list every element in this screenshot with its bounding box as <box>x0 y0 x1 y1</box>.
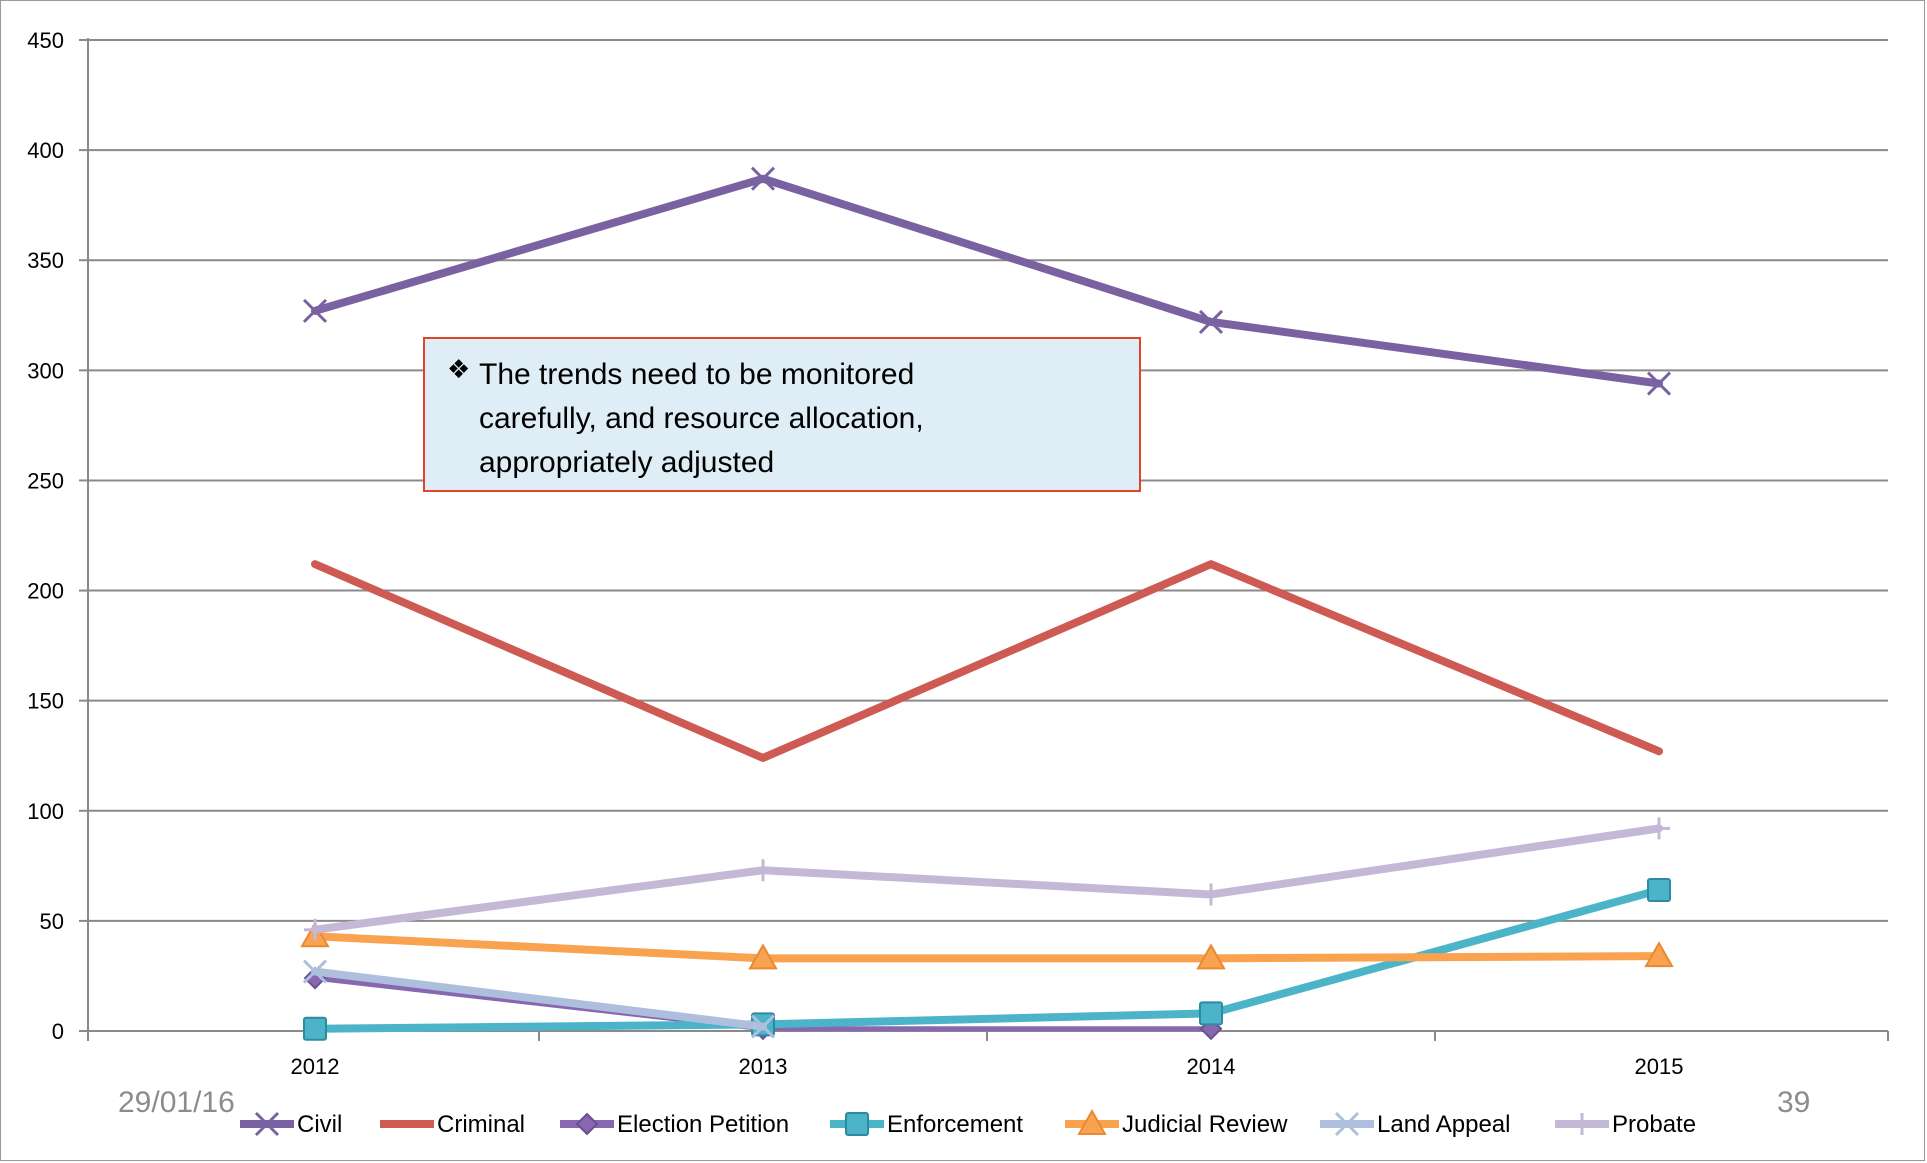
legend-item-civil: Civil <box>240 1111 342 1138</box>
legend-item-land-appeal: Land Appeal <box>1320 1111 1510 1138</box>
point-enforcement-2012 <box>303 1016 327 1041</box>
point-enforcement-2015 <box>1647 878 1671 903</box>
legend-marker-election-petition <box>575 1112 599 1136</box>
y-tick-label-450: 450 <box>27 28 64 53</box>
point-probate-2015 <box>1648 817 1670 840</box>
point-land-appeal-2013 <box>750 1014 776 1039</box>
legend-marker-civil <box>254 1111 280 1137</box>
footer-date: 29/01/16 <box>118 1086 235 1119</box>
page-number: 39 <box>1777 1086 1811 1119</box>
point-land-appeal-2012 <box>302 959 328 984</box>
point-civil-2015 <box>1646 371 1672 396</box>
legend-label-probate: Probate <box>1612 1111 1696 1138</box>
legend-marker-judicial-review <box>1077 1108 1107 1135</box>
legend-item-judicial-review: Judicial Review <box>1065 1108 1288 1138</box>
y-tick-label-350: 350 <box>27 248 64 273</box>
annotation-callout: ❖ The trends need to be monitored carefu… <box>423 337 1141 492</box>
x-tick-label-2015: 2015 <box>1635 1054 1684 1079</box>
legend-item-probate: Probate <box>1555 1111 1696 1138</box>
legend-item-election-petition: Election Petition <box>560 1111 789 1138</box>
y-tick-label-150: 150 <box>27 689 64 714</box>
point-probate-2013 <box>752 859 774 882</box>
point-judicial-review-2014 <box>1196 943 1226 970</box>
x-tick-label-2014: 2014 <box>1187 1054 1236 1079</box>
series-lines <box>300 166 1674 1041</box>
series-line-probate <box>311 824 1663 934</box>
series-line-civil <box>311 174 1663 388</box>
x-tick-label-2013: 2013 <box>739 1054 788 1079</box>
y-tick-label-250: 250 <box>27 468 64 493</box>
legend-label-judicial-review: Judicial Review <box>1122 1111 1288 1138</box>
y-tick-label-300: 300 <box>27 358 64 383</box>
series-line-judicial-review <box>311 932 1663 963</box>
point-probate-2012 <box>304 918 326 941</box>
legend-label-civil: Civil <box>297 1111 342 1138</box>
legend-marker-enforcement <box>845 1112 869 1136</box>
series-line-enforcement <box>311 886 1663 1033</box>
legend-item-enforcement: Enforcement <box>830 1111 1023 1138</box>
point-civil-2012 <box>302 298 328 323</box>
y-tick-label-0: 0 <box>52 1019 64 1044</box>
y-tick-label-200: 200 <box>27 579 64 604</box>
point-judicial-review-2013 <box>748 943 778 970</box>
y-tick-label-100: 100 <box>27 799 64 824</box>
legend-label-enforcement: Enforcement <box>887 1111 1023 1138</box>
y-tick-label-50: 50 <box>40 909 64 934</box>
point-judicial-review-2015 <box>1644 941 1674 968</box>
legend-label-land-appeal: Land Appeal <box>1377 1111 1510 1138</box>
series-line-land-appeal <box>311 967 767 1031</box>
point-enforcement-2014 <box>1199 1001 1223 1026</box>
point-civil-2014 <box>1198 309 1224 334</box>
callout-text: The trends need to be monitored carefull… <box>479 358 924 479</box>
legend-item-criminal: Criminal <box>380 1111 525 1138</box>
point-civil-2013 <box>750 166 776 191</box>
series-line-criminal <box>311 560 1663 762</box>
legend: Civil Criminal Election Petition Enforcemen… <box>240 1108 1696 1138</box>
legend-marker-land-appeal <box>1334 1111 1360 1137</box>
legend-label-criminal: Criminal <box>437 1111 525 1138</box>
point-probate-2014 <box>1200 883 1222 906</box>
legend-marker-probate <box>1571 1113 1593 1135</box>
diamond-bullet-icon: ❖ <box>447 355 471 385</box>
x-tick-label-2012: 2012 <box>291 1054 340 1079</box>
legend-label-election-petition: Election Petition <box>617 1111 789 1138</box>
grid-lines <box>88 39 1888 922</box>
y-tick-label-400: 400 <box>27 138 64 163</box>
